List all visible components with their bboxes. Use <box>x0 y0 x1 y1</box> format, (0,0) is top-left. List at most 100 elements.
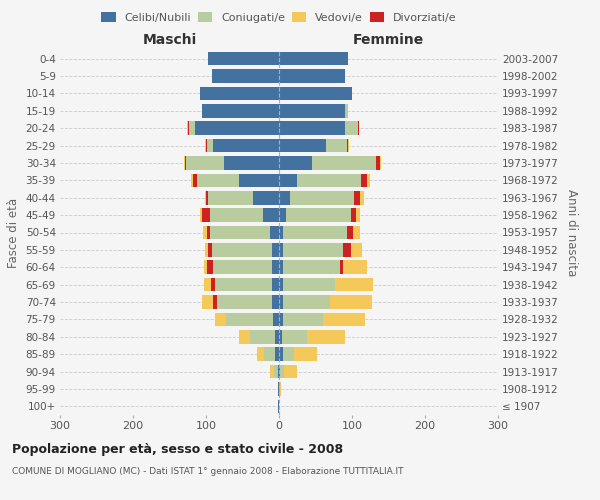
Bar <box>279 278 283 291</box>
Bar <box>205 191 206 204</box>
Bar <box>279 312 283 326</box>
Bar <box>350 208 356 222</box>
Bar <box>356 208 360 222</box>
Bar <box>278 365 279 378</box>
Bar <box>274 365 278 378</box>
Bar <box>361 174 367 187</box>
Bar <box>335 278 373 291</box>
Bar <box>208 243 212 256</box>
Bar <box>279 243 283 256</box>
Bar <box>279 260 283 274</box>
Bar <box>193 174 197 187</box>
Bar <box>208 260 214 274</box>
Bar <box>206 191 208 204</box>
Y-axis label: Anni di nascita: Anni di nascita <box>565 189 578 276</box>
Bar <box>215 312 226 326</box>
Bar <box>279 382 280 396</box>
Bar <box>200 208 202 222</box>
Bar <box>312 156 376 170</box>
Bar <box>340 260 343 274</box>
Bar <box>279 86 352 100</box>
Bar <box>279 295 283 309</box>
Bar <box>226 312 273 326</box>
Bar <box>204 260 208 274</box>
Bar <box>211 208 263 222</box>
Bar <box>265 348 275 361</box>
Bar <box>187 122 188 135</box>
Bar <box>208 139 214 152</box>
Bar <box>380 156 381 170</box>
Bar <box>197 174 239 187</box>
Bar <box>207 226 211 239</box>
Bar <box>351 243 362 256</box>
Bar <box>208 191 253 204</box>
Bar <box>224 156 279 170</box>
Bar <box>347 226 353 239</box>
Bar <box>272 278 279 291</box>
Bar <box>283 260 340 274</box>
Text: Femmine: Femmine <box>353 32 424 46</box>
Bar <box>202 295 214 309</box>
Bar <box>185 156 186 170</box>
Bar <box>279 139 326 152</box>
Bar <box>279 174 297 187</box>
Bar <box>323 312 365 326</box>
Bar <box>214 295 217 309</box>
Bar <box>212 70 279 83</box>
Bar <box>206 139 208 152</box>
Bar <box>278 400 279 413</box>
Bar <box>360 191 364 204</box>
Bar <box>279 156 312 170</box>
Bar <box>200 86 279 100</box>
Bar <box>284 365 297 378</box>
Bar <box>263 208 279 222</box>
Bar <box>253 191 279 204</box>
Bar <box>275 348 279 361</box>
Bar <box>283 243 343 256</box>
Bar <box>205 243 208 256</box>
Bar <box>202 104 279 118</box>
Bar <box>272 243 279 256</box>
Bar <box>282 330 307 344</box>
Bar <box>214 139 279 152</box>
Bar <box>283 226 347 239</box>
Bar <box>330 295 373 309</box>
Bar <box>307 330 346 344</box>
Bar <box>208 52 279 66</box>
Bar <box>217 295 272 309</box>
Bar <box>347 139 349 152</box>
Bar <box>283 278 335 291</box>
Bar <box>278 382 279 396</box>
Bar <box>367 174 370 187</box>
Bar <box>279 122 344 135</box>
Bar <box>286 208 350 222</box>
Bar <box>358 122 359 135</box>
Bar <box>293 348 317 361</box>
Bar <box>195 122 279 135</box>
Bar <box>184 156 185 170</box>
Bar <box>205 139 206 152</box>
Bar <box>344 104 349 118</box>
Text: Maschi: Maschi <box>142 32 197 46</box>
Bar <box>283 312 323 326</box>
Bar <box>279 104 344 118</box>
Bar <box>343 260 367 274</box>
Bar <box>270 365 274 378</box>
Text: Popolazione per età, sesso e stato civile - 2008: Popolazione per età, sesso e stato civil… <box>12 442 343 456</box>
Bar <box>354 191 360 204</box>
Bar <box>203 226 207 239</box>
Legend: Celibi/Nubili, Coniugati/e, Vedovi/e, Divorziati/e: Celibi/Nubili, Coniugati/e, Vedovi/e, Di… <box>101 12 457 22</box>
Bar <box>239 330 250 344</box>
Bar <box>270 226 279 239</box>
Bar <box>189 122 195 135</box>
Bar <box>344 122 358 135</box>
Bar <box>279 191 290 204</box>
Bar <box>272 295 279 309</box>
Bar <box>290 191 354 204</box>
Bar <box>280 365 284 378</box>
Bar <box>283 295 330 309</box>
Bar <box>279 208 286 222</box>
Bar <box>326 139 347 152</box>
Bar <box>279 52 349 66</box>
Bar <box>279 365 280 378</box>
